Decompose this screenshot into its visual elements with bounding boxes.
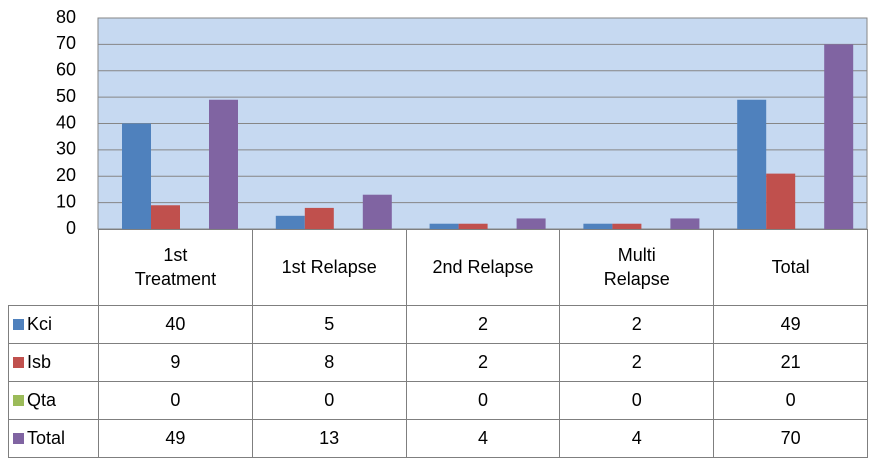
bar [458,223,488,229]
x-tick-label: Total [771,256,810,277]
y-tick-label: 20 [56,165,76,185]
table-value: 70 [713,419,868,458]
legend-key [13,395,24,406]
category-cell: 2nd Relapse [405,229,561,306]
table-value: 0 [713,381,868,420]
table-value: 9 [98,343,253,382]
legend-label: Kci [27,313,53,334]
table-value: 0 [405,381,561,420]
bar [151,205,180,229]
legend-cell: Total [8,419,99,458]
x-tick-label: Multi Relapse [603,245,670,289]
table-value: 49 [98,419,253,458]
legend-label: Total [27,427,66,448]
legend-key [13,319,24,330]
y-tick-label: 40 [56,112,76,132]
table-value: 4 [559,419,715,458]
category-cell: Total [713,229,868,306]
table-value: 0 [98,381,253,420]
bar [670,218,700,229]
legend-label: Qta [27,389,57,410]
table-value: 2 [405,343,561,382]
legend-key [13,433,24,444]
y-tick-label: 70 [56,33,76,53]
bar [737,99,767,229]
legend-cell: Qta [8,381,99,420]
x-tick-label: 2nd Relapse [432,256,534,277]
table-value: 2 [405,305,561,344]
table-value: 2 [559,305,715,344]
table-value: 0 [251,381,407,420]
y-tick-label: 60 [56,60,76,80]
bar [612,223,642,229]
legend-key [13,357,24,368]
table-value: 0 [559,381,715,420]
bar [766,173,796,229]
bar [304,207,334,229]
y-tick-label: 0 [66,218,76,238]
bar [516,218,546,229]
y-tick-label: 50 [56,86,76,106]
y-tick-label: 30 [56,139,76,159]
bar [824,44,854,229]
bar [209,99,238,229]
table-value: 4 [405,419,561,458]
legend-cell: Kci [8,305,99,344]
table-value: 2 [559,343,715,382]
table-value: 21 [713,343,868,382]
legend-cell: Isb [8,343,99,382]
legend-label: Isb [27,351,52,372]
bar [362,194,392,229]
table-value: 8 [251,343,407,382]
x-tick-label: 1st Relapse [281,256,377,277]
table-value: 40 [98,305,253,344]
table-value: 49 [713,305,868,344]
y-tick-label: 80 [56,7,76,27]
bar [583,223,613,229]
y-tick-label: 10 [56,191,76,211]
category-cell: 1st Treatment [98,229,253,306]
bar [429,223,459,229]
table-value: 5 [251,305,407,344]
bar [275,215,305,229]
bar [122,123,151,229]
x-tick-label: 1st Treatment [134,245,217,289]
category-cell: 1st Relapse [251,229,407,306]
category-cell: Multi Relapse [559,229,715,306]
table-value: 13 [251,419,407,458]
